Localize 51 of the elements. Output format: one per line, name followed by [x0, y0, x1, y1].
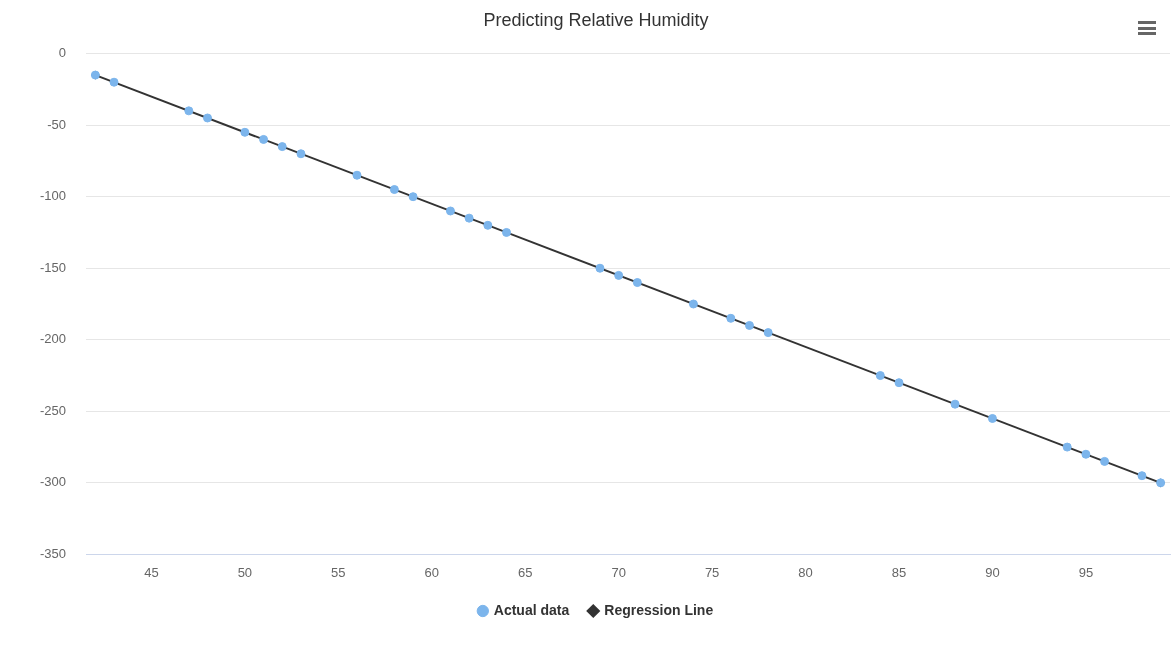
y-tick-label: -350 [39, 545, 67, 561]
chart-title: Predicting Relative Humidity [483, 9, 709, 30]
y-tick-label: -300 [39, 474, 67, 490]
point [595, 263, 605, 273]
point [259, 134, 269, 144]
point [240, 127, 250, 137]
point [184, 106, 194, 116]
point [296, 149, 306, 159]
point [950, 399, 960, 409]
point [688, 299, 698, 309]
point [1137, 471, 1147, 481]
y-tick-label: -200 [39, 331, 67, 347]
y-tick-label: -250 [39, 402, 67, 418]
point [445, 206, 455, 216]
point [483, 220, 493, 230]
point [1081, 449, 1091, 459]
point [109, 77, 119, 87]
x-tick-label: 65 [517, 564, 533, 580]
point [352, 170, 362, 180]
point [464, 213, 474, 223]
x-tick-label: 70 [611, 564, 626, 580]
point [726, 313, 736, 323]
legend-label: Actual data [493, 601, 570, 618]
point [502, 227, 512, 237]
point [389, 185, 399, 195]
x-tick-label: 95 [1078, 564, 1094, 580]
point [894, 378, 904, 388]
x-tick-label: 50 [237, 564, 253, 580]
point [1100, 456, 1110, 466]
point [1062, 442, 1072, 452]
y-tick-label: -150 [39, 259, 67, 275]
point [203, 113, 212, 123]
x-tick-label: 90 [985, 564, 1000, 580]
x-tick-label: 85 [891, 564, 907, 580]
x-tick-label: 80 [798, 564, 813, 580]
x-tick-label: 45 [144, 564, 159, 580]
x-tick-label: 55 [331, 564, 346, 580]
legend-label: Regression Line [604, 601, 714, 618]
point [614, 270, 624, 280]
point [632, 278, 642, 288]
point [744, 320, 754, 330]
y-tick-label: -50 [47, 116, 67, 132]
y-tick-label: -100 [39, 188, 67, 204]
x-tick-label: 75 [704, 564, 720, 580]
y-tick-label: 0 [58, 45, 67, 61]
point [987, 413, 997, 423]
point [277, 142, 287, 152]
x-tick-label: 60 [424, 564, 440, 580]
point [875, 371, 885, 381]
point [763, 328, 773, 338]
point [408, 192, 418, 202]
